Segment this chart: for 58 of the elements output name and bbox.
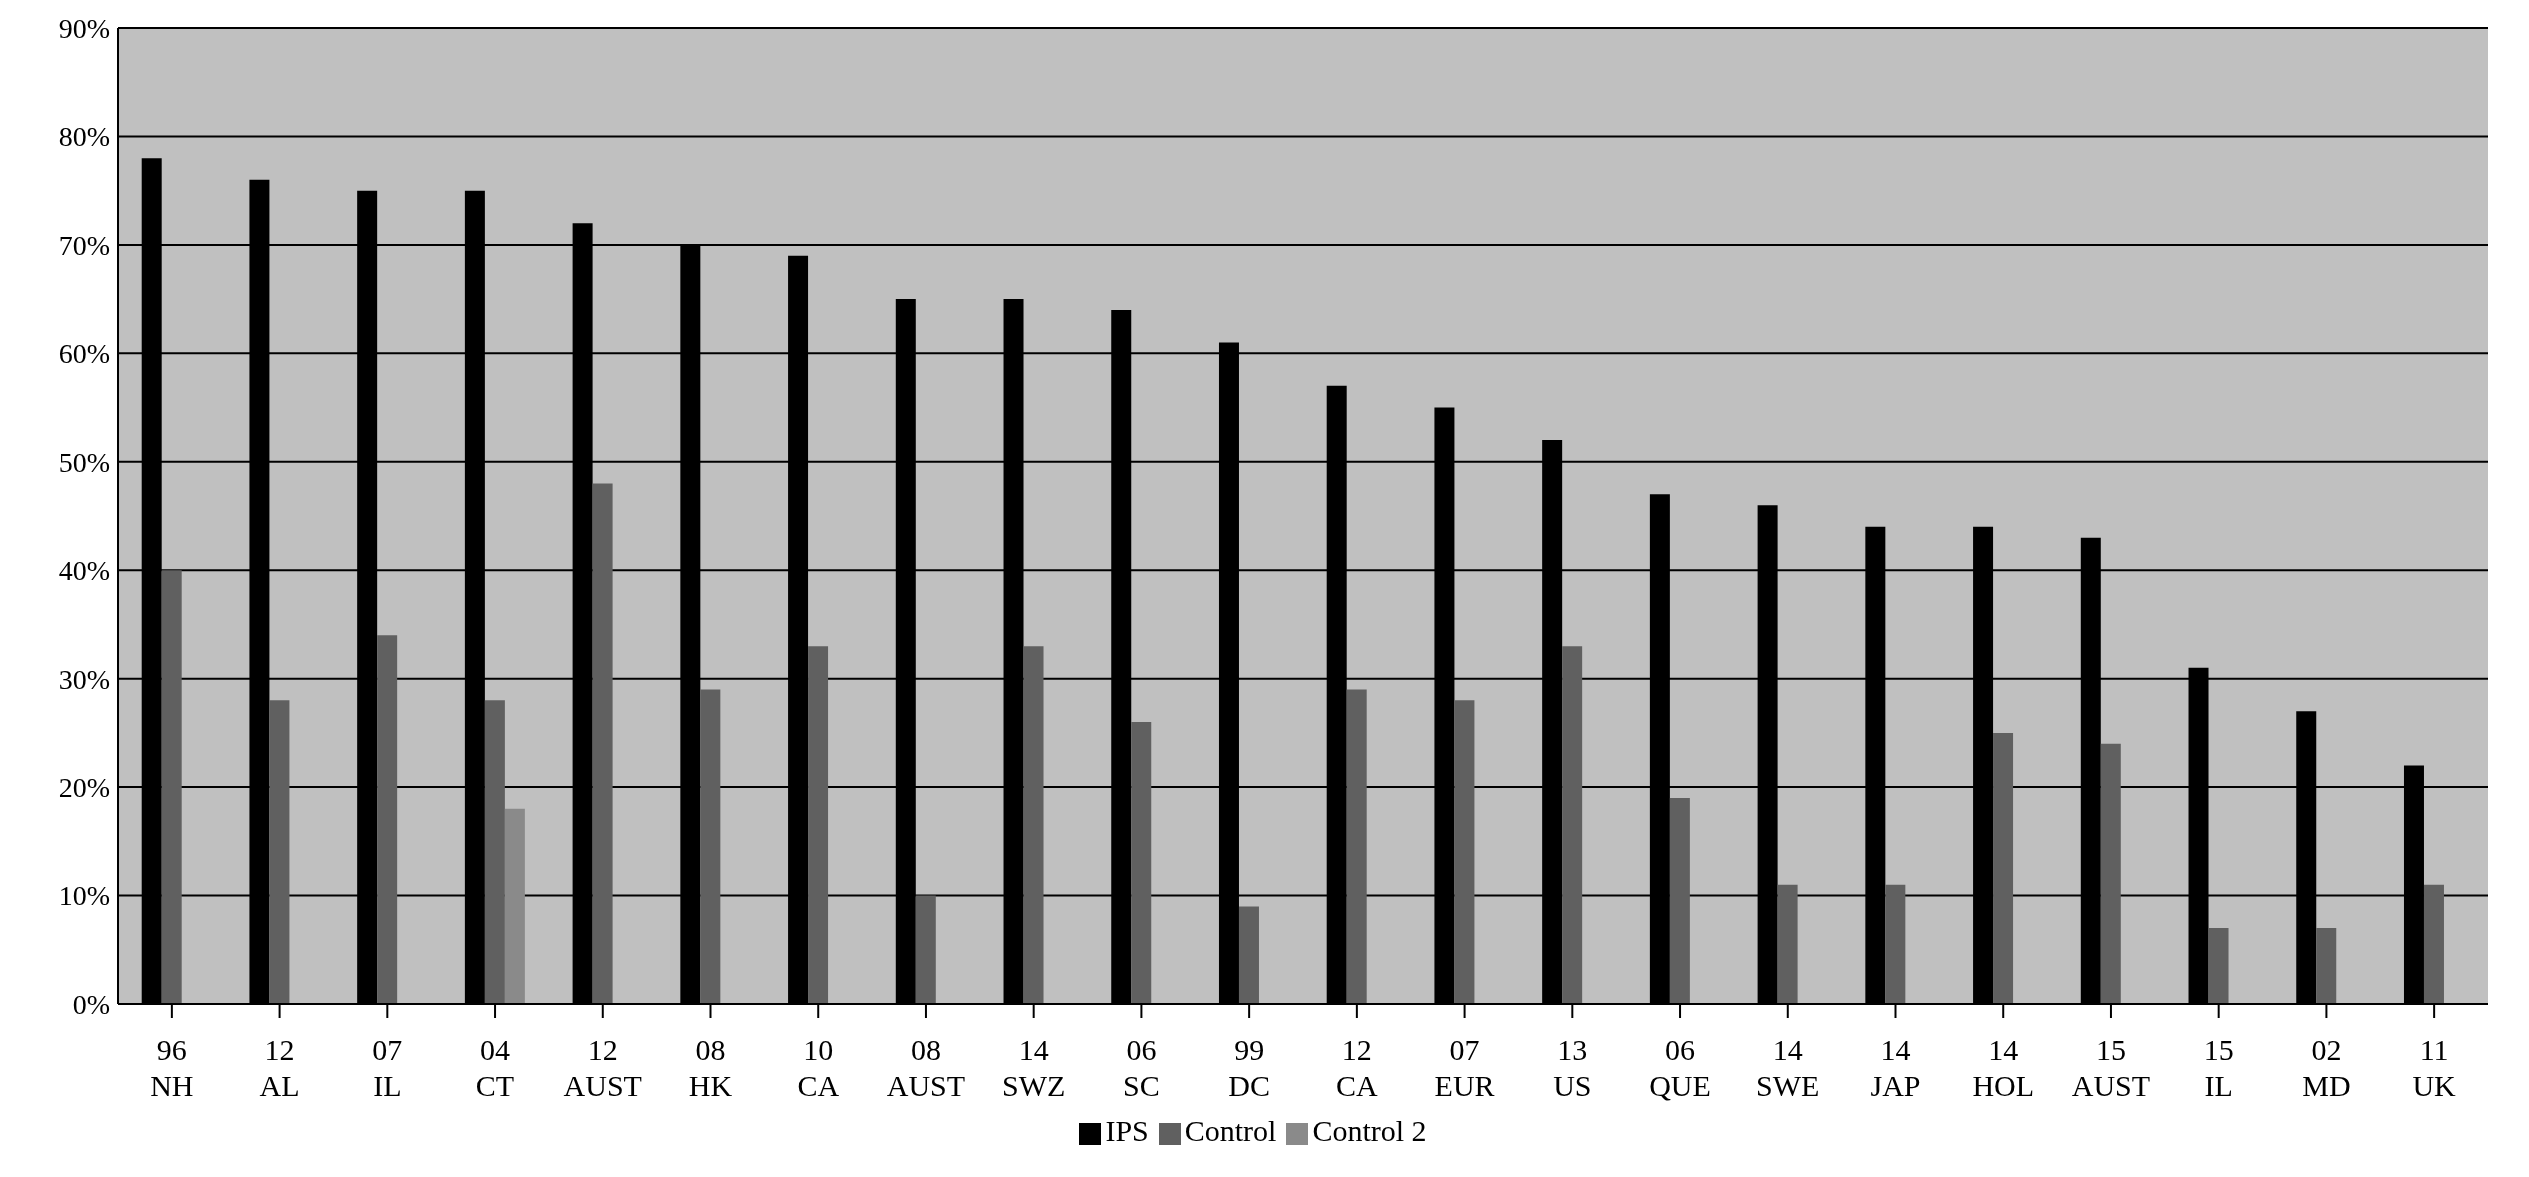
bar [1023,646,1044,1004]
x-tick-label: 04 CT [475,1033,515,1102]
x-tick-label: 08 AUST [886,1033,966,1102]
bar [2316,928,2337,1004]
y-tick-label: 30% [58,663,110,695]
bar [484,700,505,1004]
x-tick-label: 02 MD [2302,1033,2351,1102]
y-tick-label: 60% [58,338,110,370]
bar [2100,743,2121,1004]
x-tick-label: 14 JAP [1870,1033,1921,1102]
bar [377,635,398,1004]
bar [1454,700,1475,1004]
x-tick-label: 07 IL [372,1033,403,1102]
legend-label: IPS [1105,1114,1149,1147]
x-tick-label: 96 NH [150,1033,194,1102]
bar [1562,646,1583,1004]
bar [2423,884,2444,1004]
x-tick-label: 06 SC [1123,1033,1160,1102]
x-tick-label: 14 HOL [1972,1033,2035,1102]
x-tick-label: 99 DC [1228,1033,1270,1102]
x-tick-label: 07 EUR [1434,1033,1495,1102]
y-tick-label: 40% [58,555,110,587]
x-tick-label: 10 CA [797,1033,840,1102]
x-tick-label: 15 AUST [2071,1033,2151,1102]
y-tick-label: 0% [72,988,110,1020]
bar [2208,928,2229,1004]
bar [1777,884,1798,1004]
legend-label: Control [1184,1114,1277,1147]
bar [504,808,525,1004]
bar [1131,722,1152,1004]
x-tick-label: 08 HK [688,1033,733,1102]
x-tick-label: 12 CA [1336,1033,1379,1102]
y-tick-label: 50% [58,446,110,478]
bar [1993,732,2014,1004]
y-tick-label: 80% [58,121,110,153]
bar [1238,906,1259,1004]
x-tick-label: 11 UK [2412,1033,2457,1102]
x-tick-label: 12 AL [259,1033,300,1102]
y-tick-label: 20% [58,772,110,804]
bar [1669,797,1690,1004]
y-tick-label: 90% [58,12,110,44]
x-tick-label: 14 SWZ [1002,1033,1066,1102]
bar [700,689,721,1004]
x-tick-label: 12 AUST [563,1033,642,1102]
bar [269,700,290,1004]
legend-label: Control 2 [1312,1114,1427,1147]
x-tick-label: 06 QUE [1649,1033,1711,1102]
bar [915,895,936,1004]
bar [161,570,182,1004]
y-tick-label: 10% [58,880,110,912]
bar [592,483,613,1004]
y-tick-label: 70% [58,229,110,261]
x-tick-label: 13 US [1553,1033,1592,1102]
bar [1885,884,1906,1004]
bar [808,646,829,1004]
x-tick-label: 15 IL [2203,1033,2234,1102]
x-tick-label: 14 SWE [1756,1033,1820,1102]
bar [1346,689,1367,1004]
